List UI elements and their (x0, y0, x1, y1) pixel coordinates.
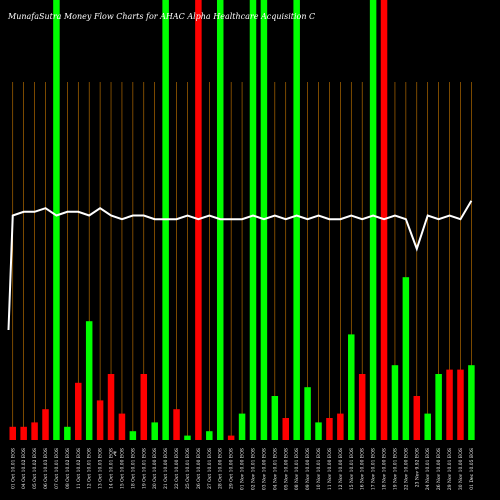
x-tick-label: 13 Oct 10.03 EOS (98, 448, 104, 489)
chart-title: MunafaSutra Money Flow Charts for AHAC A… (7, 12, 315, 21)
money-flow-bar (271, 396, 279, 440)
x-tick-label: 10 Nov 10.01 EOS (316, 448, 322, 490)
gridlines (12, 82, 472, 440)
x-tick-label: 05 Oct 10.02 EOS (32, 448, 38, 489)
x-tick-label: 19 Nov 10.01 EOS (392, 448, 398, 490)
x-tick-label: 01 Dec 10.05 EOS (469, 448, 475, 490)
x-tick-label: 20 Oct 10.00 EOS (152, 448, 158, 489)
money-flow-bar (20, 426, 27, 440)
money-flow-bar (140, 374, 148, 440)
x-tick-label: 05 Nov 10.00 EOS (283, 448, 289, 490)
money-flow-bar (326, 418, 333, 440)
x-tick-label: 12 Oct 10.01 EOS (87, 448, 93, 489)
x-tick-labels: 01 Oct 10.01 EOS 04 Oct 10.02 EOS 05 Oct 1… (10, 448, 475, 490)
x-tick-label: 12 Nov 10.00 EOS (338, 448, 344, 490)
x-tick-label: 15 Oct 10.00 EOS (119, 448, 125, 489)
x-tick-label: 11 Nov 10.00 EOS (327, 448, 333, 490)
money-flow-bar (457, 369, 464, 440)
x-tick-label: 26 Oct 10.00 EOS (196, 448, 202, 489)
money-flow-bar (435, 374, 442, 440)
money-flow-bar (402, 277, 410, 440)
money-flow-bar (173, 409, 180, 440)
money-flow-bar (118, 413, 126, 440)
x-tick-label: 19 Oct 10.01 EOS (141, 448, 147, 489)
x-tick-label: 27 Oct 10.01 EOS (207, 448, 213, 489)
x-tick-label: 30 Nov 10.00 EOS (458, 448, 464, 490)
money-flow-bar (96, 400, 104, 440)
money-flow-bar (184, 435, 191, 440)
money-flow-bar (413, 396, 421, 440)
x-tick-label: 18 Oct 10.01 EOS (130, 448, 136, 489)
x-tick-label: 28 Oct 10.00 EOS (218, 448, 224, 489)
x-tick-label: 11 Oct 10.02 EOS (76, 448, 82, 489)
x-tick-label: 01 Oct 10.01 EOS (10, 448, 16, 489)
money-flow-bar (249, 0, 257, 440)
money-flow-bar (282, 418, 289, 440)
x-tick-label: 14 Oct 10.01 EOS (109, 448, 115, 489)
money-flow-bar (369, 0, 377, 440)
money-flow-bar (446, 369, 453, 440)
money-flow-bar (42, 409, 49, 440)
x-tick-label: 02 Nov 10.01 EOS (250, 448, 256, 490)
x-tick-label: 22 Nov 10.00 EOS (403, 448, 409, 490)
money-flow-bar (358, 374, 366, 440)
x-tick-label: 21 Oct 10.00 EOS (163, 448, 169, 489)
x-tick-label: 07 Oct 10.01 EOS (54, 448, 60, 489)
money-flow-bar (337, 413, 344, 440)
x-tick-label: 08 Nov 10.01 EOS (294, 448, 300, 490)
x-tick-label: 26 Nov 10.00 EOS (436, 448, 442, 490)
money-flow-bar (227, 435, 235, 440)
x-tick-label: 01 Nov 10.00 EOS (240, 448, 246, 490)
money-flow-bar (151, 422, 158, 440)
money-flow-bar (53, 0, 60, 440)
currency-symbol: ₹ (113, 451, 117, 458)
money-flow-bar (315, 422, 322, 440)
x-tick-label: 09 Nov 10.00 EOS (305, 448, 311, 490)
money-flow-bar (107, 374, 115, 440)
x-tick-label: 06 Oct 10.03 EOS (43, 448, 49, 489)
x-tick-label: 25 Oct 10.01 EOS (185, 448, 191, 489)
x-tick-label: 04 Nov 10.01 EOS (272, 448, 278, 490)
money-flow-bar (424, 413, 431, 440)
money-flow-bar (468, 365, 475, 440)
money-flow-bar (9, 426, 16, 440)
x-tick-label: 24 Nov 10.01 EOS (425, 448, 431, 490)
x-tick-label: 17 Nov 10.01 EOS (371, 448, 377, 490)
money-flow-bar (85, 321, 93, 440)
price-line (7, 200, 473, 331)
money-flow-bar (391, 365, 399, 440)
money-flow-bar (206, 431, 213, 440)
x-tick-label: 15 Nov 10.01 EOS (349, 448, 355, 490)
x-tick-label: 23 Nov 9.92 EOS (414, 448, 420, 487)
money-flow-bar (64, 426, 71, 440)
x-tick-label: 29 Oct 10.00 EOS (229, 448, 235, 489)
x-tick-label: 16 Nov 10.00 EOS (360, 448, 366, 490)
money-flow-bar (304, 387, 311, 440)
x-tick-label: 22 Oct 10.00 EOS (174, 448, 180, 489)
money-flow-bar (238, 413, 246, 440)
x-tick-label: 18 Nov 10.00 EOS (382, 448, 388, 490)
money-flow-bar (75, 382, 82, 440)
money-flow-bar (31, 422, 38, 440)
x-tick-label: 08 Oct 10.02 EOS (65, 448, 71, 489)
money-flow-bar (348, 334, 355, 440)
x-tick-label: 03 Nov 10.00 EOS (261, 448, 267, 490)
money-flow-bar (129, 431, 137, 440)
x-tick-label: 29 Nov 10.01 EOS (447, 448, 453, 490)
x-tick-label: 04 Oct 10.02 EOS (21, 448, 27, 489)
money-flow-bar (293, 0, 300, 440)
